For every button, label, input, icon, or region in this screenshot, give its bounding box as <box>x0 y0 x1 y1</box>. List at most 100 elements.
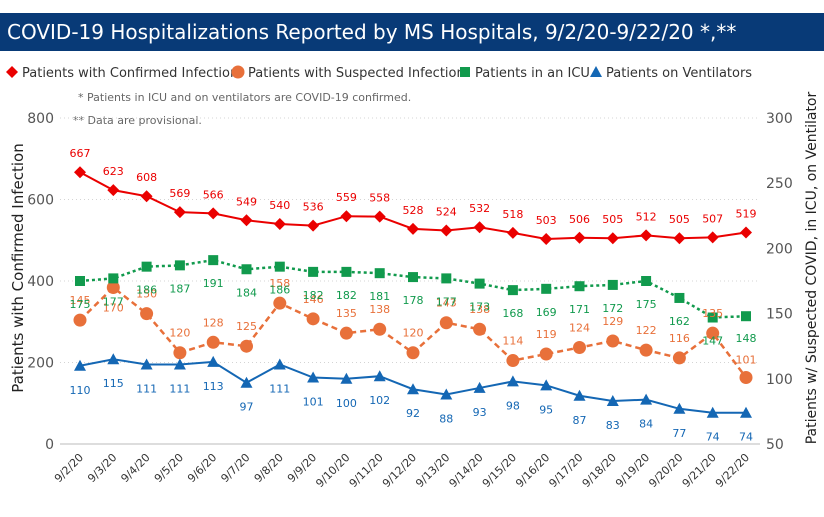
y2-tick-label: 250 <box>766 176 793 192</box>
x-tick-label: 9/10/20 <box>313 451 352 490</box>
chart-title: COVID-19 Hospitalizations Reported by MS… <box>7 20 737 44</box>
data-point <box>540 233 553 246</box>
data-point <box>373 322 387 336</box>
legend-marker <box>590 66 602 77</box>
data-label: 608 <box>136 171 157 184</box>
data-label: 125 <box>236 320 257 333</box>
data-point <box>439 316 453 330</box>
data-label: 95 <box>539 403 553 416</box>
data-label: 101 <box>303 395 324 408</box>
x-tick-label: 9/7/20 <box>218 451 252 485</box>
data-point <box>673 232 686 245</box>
data-point <box>673 402 686 414</box>
x-tick-label: 9/6/20 <box>185 451 219 485</box>
y2-tick-label: 200 <box>766 241 793 257</box>
data-label: 124 <box>569 322 590 335</box>
x-tick-label: 9/12/20 <box>380 451 419 490</box>
data-point <box>541 283 552 294</box>
data-point <box>606 334 620 348</box>
data-label: 119 <box>536 328 557 341</box>
data-point <box>506 354 520 368</box>
data-point <box>340 372 353 384</box>
x-tick-label: 9/4/20 <box>118 451 152 485</box>
data-label: 184 <box>236 286 257 299</box>
data-label: 135 <box>702 307 723 320</box>
data-point <box>406 346 420 360</box>
data-point <box>274 261 285 272</box>
x-tick-label: 9/17/20 <box>546 451 585 490</box>
x-tick-label: 9/13/20 <box>413 451 452 490</box>
data-point <box>441 273 452 284</box>
data-point <box>606 232 619 245</box>
x-tick-label: 9/22/20 <box>713 451 752 490</box>
data-label: 540 <box>269 199 290 212</box>
data-point <box>174 260 185 271</box>
data-point <box>539 347 553 361</box>
data-label: 536 <box>303 201 324 214</box>
data-label: 558 <box>369 192 390 205</box>
data-point <box>140 307 154 321</box>
data-label: 98 <box>506 399 520 412</box>
data-label: 135 <box>336 307 357 320</box>
y2-axis-title: Patients w/ Suspected COVID, in ICU, on … <box>804 91 820 444</box>
data-point <box>473 381 486 393</box>
data-point <box>106 281 120 295</box>
data-point <box>241 264 252 275</box>
data-point <box>506 375 519 387</box>
data-label: 559 <box>336 191 357 204</box>
x-tick-label: 9/16/20 <box>513 451 552 490</box>
data-point <box>672 351 686 365</box>
legend: Patients with Confirmed Infection Patient… <box>6 65 752 81</box>
data-point <box>273 217 286 230</box>
data-point <box>573 231 586 244</box>
data-point <box>75 276 85 286</box>
data-point <box>207 355 220 367</box>
data-label: 115 <box>103 377 124 390</box>
data-label: 113 <box>203 380 224 393</box>
data-point <box>207 207 220 220</box>
x-tick-label: 9/15/20 <box>480 451 519 490</box>
x-tick-label: 9/19/20 <box>613 451 652 490</box>
data-point <box>440 388 453 400</box>
y2-tick-label: 300 <box>766 111 793 127</box>
data-label: 77 <box>672 427 686 440</box>
data-label: 182 <box>336 289 357 302</box>
y2-tick-label: 150 <box>766 307 793 323</box>
data-label: 173 <box>469 301 490 314</box>
data-point <box>440 224 453 237</box>
data-label: 100 <box>336 397 357 410</box>
data-label: 178 <box>403 294 424 307</box>
data-point <box>206 335 220 349</box>
data-label: 519 <box>736 208 757 221</box>
data-point <box>340 210 353 223</box>
data-label: 146 <box>303 293 324 306</box>
data-point <box>574 281 585 292</box>
data-point <box>706 231 719 244</box>
y-tick-label: 200 <box>27 356 54 372</box>
data-label: 92 <box>406 407 420 420</box>
legend-label: Patients with Confirmed Infection <box>22 66 238 81</box>
data-label: 623 <box>103 165 124 178</box>
data-label: 566 <box>203 188 224 201</box>
data-label: 143 <box>436 297 457 310</box>
data-label: 186 <box>269 284 290 297</box>
data-label: 505 <box>602 213 623 226</box>
legend-marker <box>231 65 245 79</box>
data-point <box>706 326 720 340</box>
data-point <box>640 229 653 242</box>
data-point <box>640 393 653 405</box>
data-label: 129 <box>602 315 623 328</box>
data-label: 506 <box>569 213 590 226</box>
data-point <box>606 394 619 406</box>
data-label: 147 <box>702 335 723 348</box>
y-tick-label: 800 <box>27 111 54 127</box>
y-tick-label: 600 <box>27 193 54 209</box>
data-label: 171 <box>569 303 590 316</box>
data-point <box>74 359 86 371</box>
x-tick-label: 9/11/20 <box>347 451 386 490</box>
data-label: 170 <box>103 302 124 315</box>
y2-tick-label: 100 <box>766 372 793 388</box>
data-label: 524 <box>436 205 457 218</box>
x-tick-label: 9/2/20 <box>52 451 86 485</box>
data-point <box>141 261 152 272</box>
